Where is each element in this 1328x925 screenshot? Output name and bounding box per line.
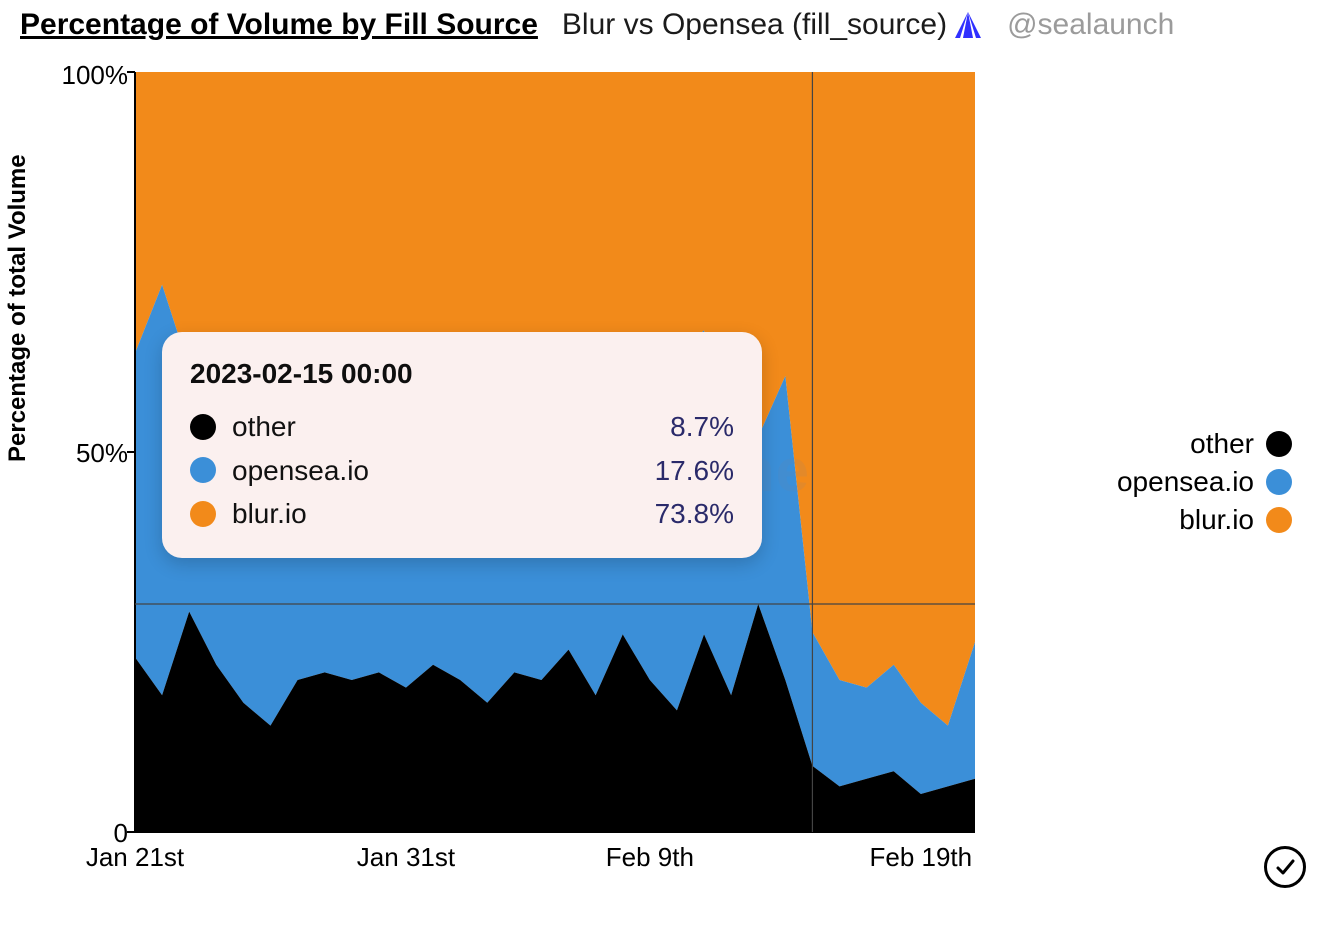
legend-item-blur[interactable]: blur.io [1117,504,1292,536]
x-tick: Jan 31st [357,842,455,873]
x-tick: Feb 9th [606,842,694,873]
legend-item-other[interactable]: other [1117,428,1292,460]
chart-tooltip: 2023-02-15 00:00 other 8.7% opensea.io 1… [162,332,762,558]
chart-title[interactable]: Percentage of Volume by Fill Source [20,8,538,42]
legend-label: opensea.io [1117,466,1254,498]
y-axis-label: Percentage of total Volume [4,154,32,462]
dune-logo-icon [953,10,983,40]
y-tick-100: 100% [58,60,128,91]
subtitle-text: Blur vs Opensea (fill_source) [562,8,947,42]
tooltip-dot-icon [190,414,216,440]
tooltip-row: opensea.io 17.6% [190,449,734,492]
tooltip-value: 73.8% [655,492,734,535]
tooltip-dot-icon [190,457,216,483]
legend-item-opensea[interactable]: opensea.io [1117,466,1292,498]
chart-author[interactable]: @sealaunch [1007,8,1174,42]
chart-subtitle: Blur vs Opensea (fill_source) [562,8,983,42]
tooltip-series-name: blur.io [232,492,307,535]
legend-swatch-blur [1266,507,1292,533]
tooltip-value: 8.7% [670,405,734,448]
tooltip-dot-icon [190,501,216,527]
tooltip-series-name: other [232,405,296,448]
legend-swatch-other [1266,431,1292,457]
chart-header: Percentage of Volume by Fill Source Blur… [0,0,1328,42]
x-tick: Feb 19th [869,842,972,873]
chart-legend: other opensea.io blur.io [1117,422,1292,542]
tooltip-value: 17.6% [655,449,734,492]
tooltip-series-name: opensea.io [232,449,369,492]
legend-label: blur.io [1179,504,1254,536]
tooltip-row: blur.io 73.8% [190,492,734,535]
chart-area: Percentage of total Volume 100% 50% 0 ║║… [0,42,1328,902]
x-tick: Jan 21st [86,842,184,873]
legend-swatch-opensea [1266,469,1292,495]
y-tick-50: 50% [58,438,128,469]
tooltip-title: 2023-02-15 00:00 [190,352,734,395]
tooltip-row: other 8.7% [190,405,734,448]
legend-label: other [1190,428,1254,460]
verified-check-icon[interactable] [1264,846,1306,888]
